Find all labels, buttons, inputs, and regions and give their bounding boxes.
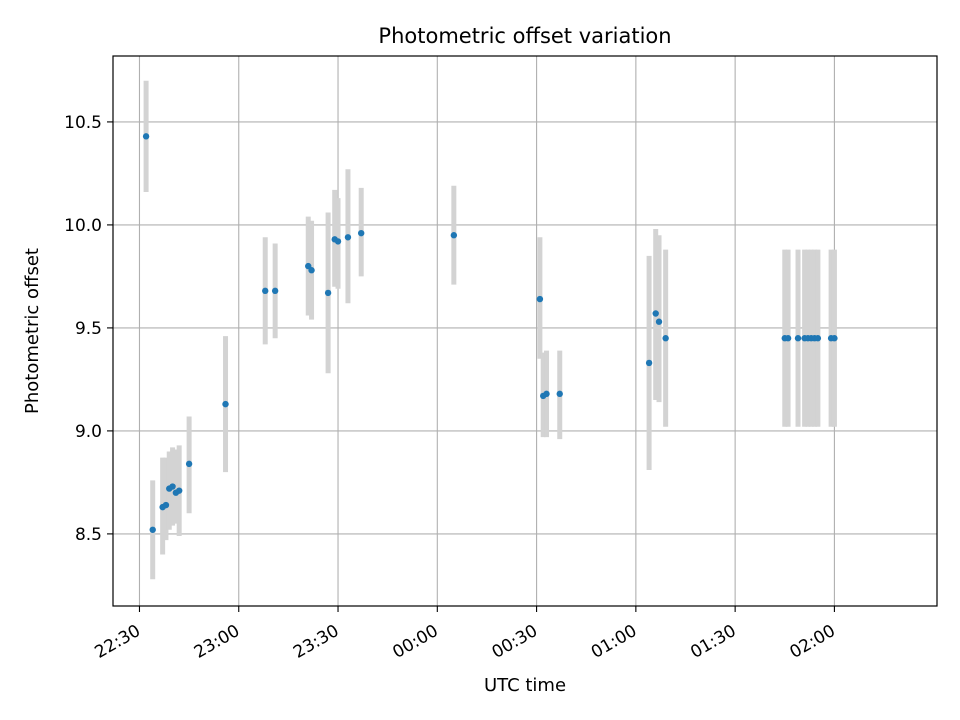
data-point (175, 487, 183, 494)
x-axis-label: UTC time (484, 675, 566, 696)
data-point (652, 310, 659, 317)
data-point (271, 287, 279, 295)
plot-frame (112, 55, 938, 607)
y-tick-label: 8.5 (75, 525, 102, 545)
data-point (162, 501, 170, 509)
data-point (784, 335, 792, 342)
y-axis-label: Photometric offset (22, 248, 43, 414)
data-point (794, 335, 802, 342)
data-point (308, 267, 315, 274)
data-point (142, 133, 150, 140)
data-point (169, 483, 176, 490)
data-point (536, 295, 544, 303)
y-tick-label: 10.0 (64, 216, 102, 236)
y-axis-ticks: 8.5 9.0 9.5 10.0 10.5 (64, 113, 113, 545)
y-tick-label: 9.5 (75, 319, 102, 339)
data-point (324, 289, 332, 297)
data-point (645, 359, 653, 367)
data-point (185, 460, 193, 468)
data-points (142, 133, 838, 533)
data-point (814, 335, 822, 342)
data-point (344, 234, 352, 241)
data-point (662, 335, 669, 342)
data-point (262, 287, 269, 295)
chart-title: Photometric offset variation (378, 24, 671, 48)
data-point (655, 318, 663, 325)
data-point (556, 390, 563, 398)
data-point (543, 390, 550, 398)
data-point (334, 238, 342, 245)
y-tick-label: 9.0 (75, 422, 102, 442)
data-point (831, 335, 838, 342)
data-point (357, 229, 365, 237)
data-point (222, 400, 229, 408)
y-tick-label: 10.5 (64, 113, 102, 133)
data-point (149, 526, 156, 533)
data-point (450, 232, 458, 239)
